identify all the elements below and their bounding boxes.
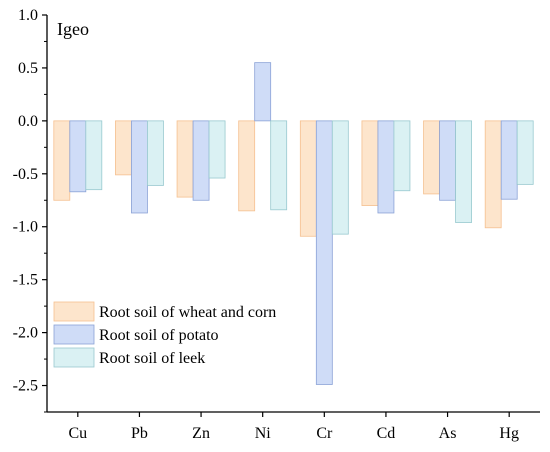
y-tick-label: -1.5	[13, 272, 38, 289]
x-tick-label-zn: Zn	[192, 425, 210, 442]
y-tick-label: -2.0	[13, 325, 38, 342]
y-tick-label: 0.0	[18, 113, 38, 130]
bar-as-series-2	[439, 120, 456, 201]
legend: Root soil of wheat and corn Root soil of …	[53, 301, 276, 368]
bar-cr-series-1	[299, 120, 317, 237]
bars-group	[53, 62, 534, 385]
x-tick-label-ni: Ni	[255, 425, 272, 442]
x-tick-label-pb: Pb	[131, 425, 148, 442]
bar-cr-series-2	[315, 120, 333, 385]
y-ticks-group: 1.0 0.5 0.0 -0.5 -1.0 -1.5 -2.0 -2.5	[13, 7, 47, 413]
x-ticks-group: Cu Pb Zn Ni Cr Cd As Hg	[68, 412, 519, 442]
y-tick-label: -0.5	[13, 166, 38, 183]
bar-as-series-3	[455, 120, 472, 223]
y-axis-title: Igeo	[57, 19, 89, 39]
x-tick-label-cu: Cu	[68, 425, 87, 442]
bar-cu-series-2	[69, 120, 87, 193]
bar-cd-series-1	[361, 120, 379, 206]
bar-zn-series-2	[192, 120, 210, 201]
bar-hg-series-2	[500, 120, 518, 200]
bar-cu-series-1	[53, 120, 71, 201]
axes-group	[46, 15, 540, 413]
bar-zn-series-3	[208, 120, 226, 179]
legend-label-series-3: Root soil of leek	[99, 350, 205, 367]
bar-cd-series-3	[393, 120, 411, 192]
bar-ni-series-2	[254, 62, 272, 122]
bar-cu-series-3	[85, 120, 103, 191]
bar-cr-series-3	[331, 120, 349, 235]
bar-pb-series-3	[147, 120, 164, 186]
legend-label-series-2: Root soil of potato	[99, 327, 219, 344]
legend-label-series-1: Root soil of wheat and corn	[99, 304, 276, 321]
y-tick-label: 0.5	[18, 60, 38, 77]
bar-hg-series-1	[484, 120, 502, 229]
legend-swatch-series-1	[53, 301, 95, 322]
y-tick-label: -1.0	[13, 219, 38, 236]
bar-pb-series-1	[115, 120, 132, 176]
y-tick-label: -2.5	[13, 378, 38, 395]
x-tick-label-cd: Cd	[377, 425, 396, 442]
bar-hg-series-3	[516, 120, 534, 185]
bar-zn-series-1	[176, 120, 194, 198]
bar-cd-series-2	[377, 120, 395, 214]
y-tick-label: 1.0	[18, 7, 38, 24]
bar-ni-series-1	[238, 120, 256, 212]
legend-swatch-series-3	[53, 347, 95, 368]
x-tick-label-cr: Cr	[316, 425, 333, 442]
x-tick-label-as: As	[439, 425, 457, 442]
legend-swatch-series-2	[53, 324, 95, 345]
bar-as-series-1	[423, 120, 440, 195]
bar-ni-series-3	[270, 120, 288, 211]
bar-pb-series-2	[131, 120, 148, 214]
x-tick-label-hg: Hg	[499, 425, 519, 442]
